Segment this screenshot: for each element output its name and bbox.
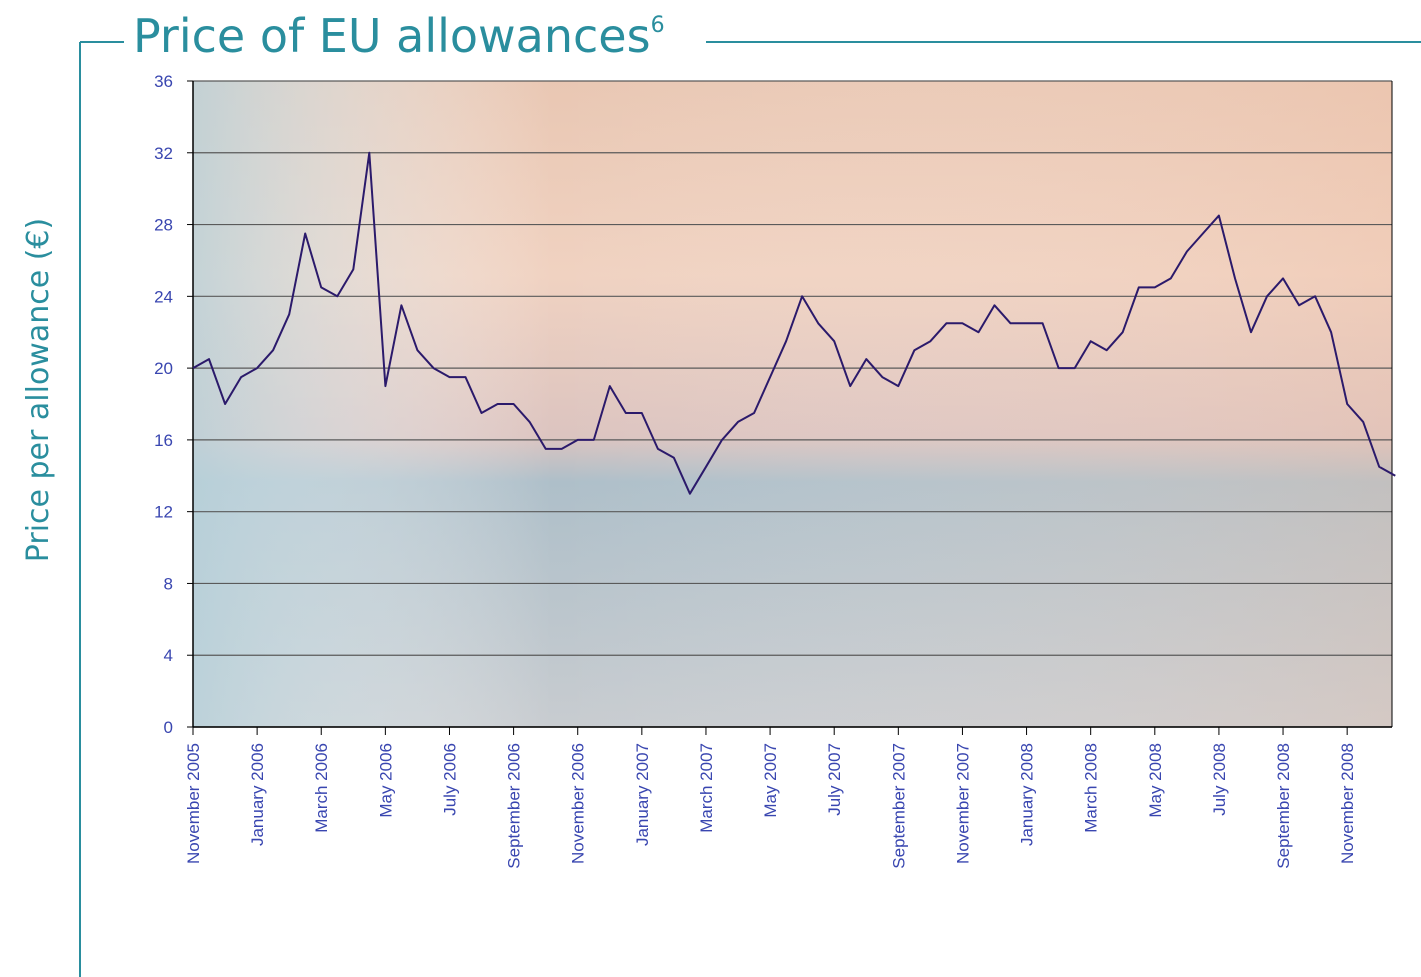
- title-footnote: 6: [651, 13, 665, 38]
- x-tick-label: September 2008: [1274, 743, 1293, 869]
- x-tick-label: May 2007: [761, 743, 780, 818]
- x-tick-label: May 2006: [376, 743, 395, 818]
- x-tick-label: July 2006: [440, 743, 459, 816]
- y-tick-label: 20: [154, 359, 173, 378]
- y-axis-label: Price per allowance (€): [21, 218, 56, 562]
- frame: [79, 41, 1421, 977]
- x-tick-label: July 2008: [1210, 743, 1229, 816]
- x-tick-label: July 2007: [825, 743, 844, 816]
- x-tick-label: January 2006: [248, 743, 267, 846]
- x-tick-label: November 2008: [1338, 743, 1357, 864]
- y-tick-label: 24: [154, 287, 173, 306]
- plot-background-tint: [193, 81, 1392, 727]
- y-tick-label: 32: [154, 144, 173, 163]
- x-tick-label: November 2006: [569, 743, 588, 864]
- x-tick-label: January 2008: [1018, 743, 1037, 846]
- y-tick-label: 16: [154, 431, 173, 450]
- x-tick-label: March 2008: [1082, 743, 1101, 833]
- x-tick-label: November 2005: [184, 743, 203, 864]
- x-tick-label: January 2007: [633, 743, 652, 846]
- y-tick-label: 8: [164, 574, 173, 593]
- y-tick-label: 28: [154, 216, 173, 235]
- y-tick-label: 36: [154, 72, 173, 91]
- x-tick-label: September 2007: [889, 743, 908, 869]
- x-tick-label: November 2007: [953, 743, 972, 864]
- y-tick-label: 4: [164, 646, 173, 665]
- price-line: [192, 151, 1396, 495]
- x-tick-label: September 2006: [505, 743, 524, 869]
- x-tick-label: March 2006: [312, 743, 331, 833]
- x-tick-label: May 2008: [1146, 743, 1165, 818]
- title-text: Price of EU allowances: [133, 9, 651, 63]
- chart-title: Price of EU allowances6: [133, 9, 665, 63]
- y-tick-label: 0: [164, 718, 173, 737]
- y-tick-label: 12: [154, 503, 173, 522]
- x-tick-label: March 2007: [697, 743, 716, 833]
